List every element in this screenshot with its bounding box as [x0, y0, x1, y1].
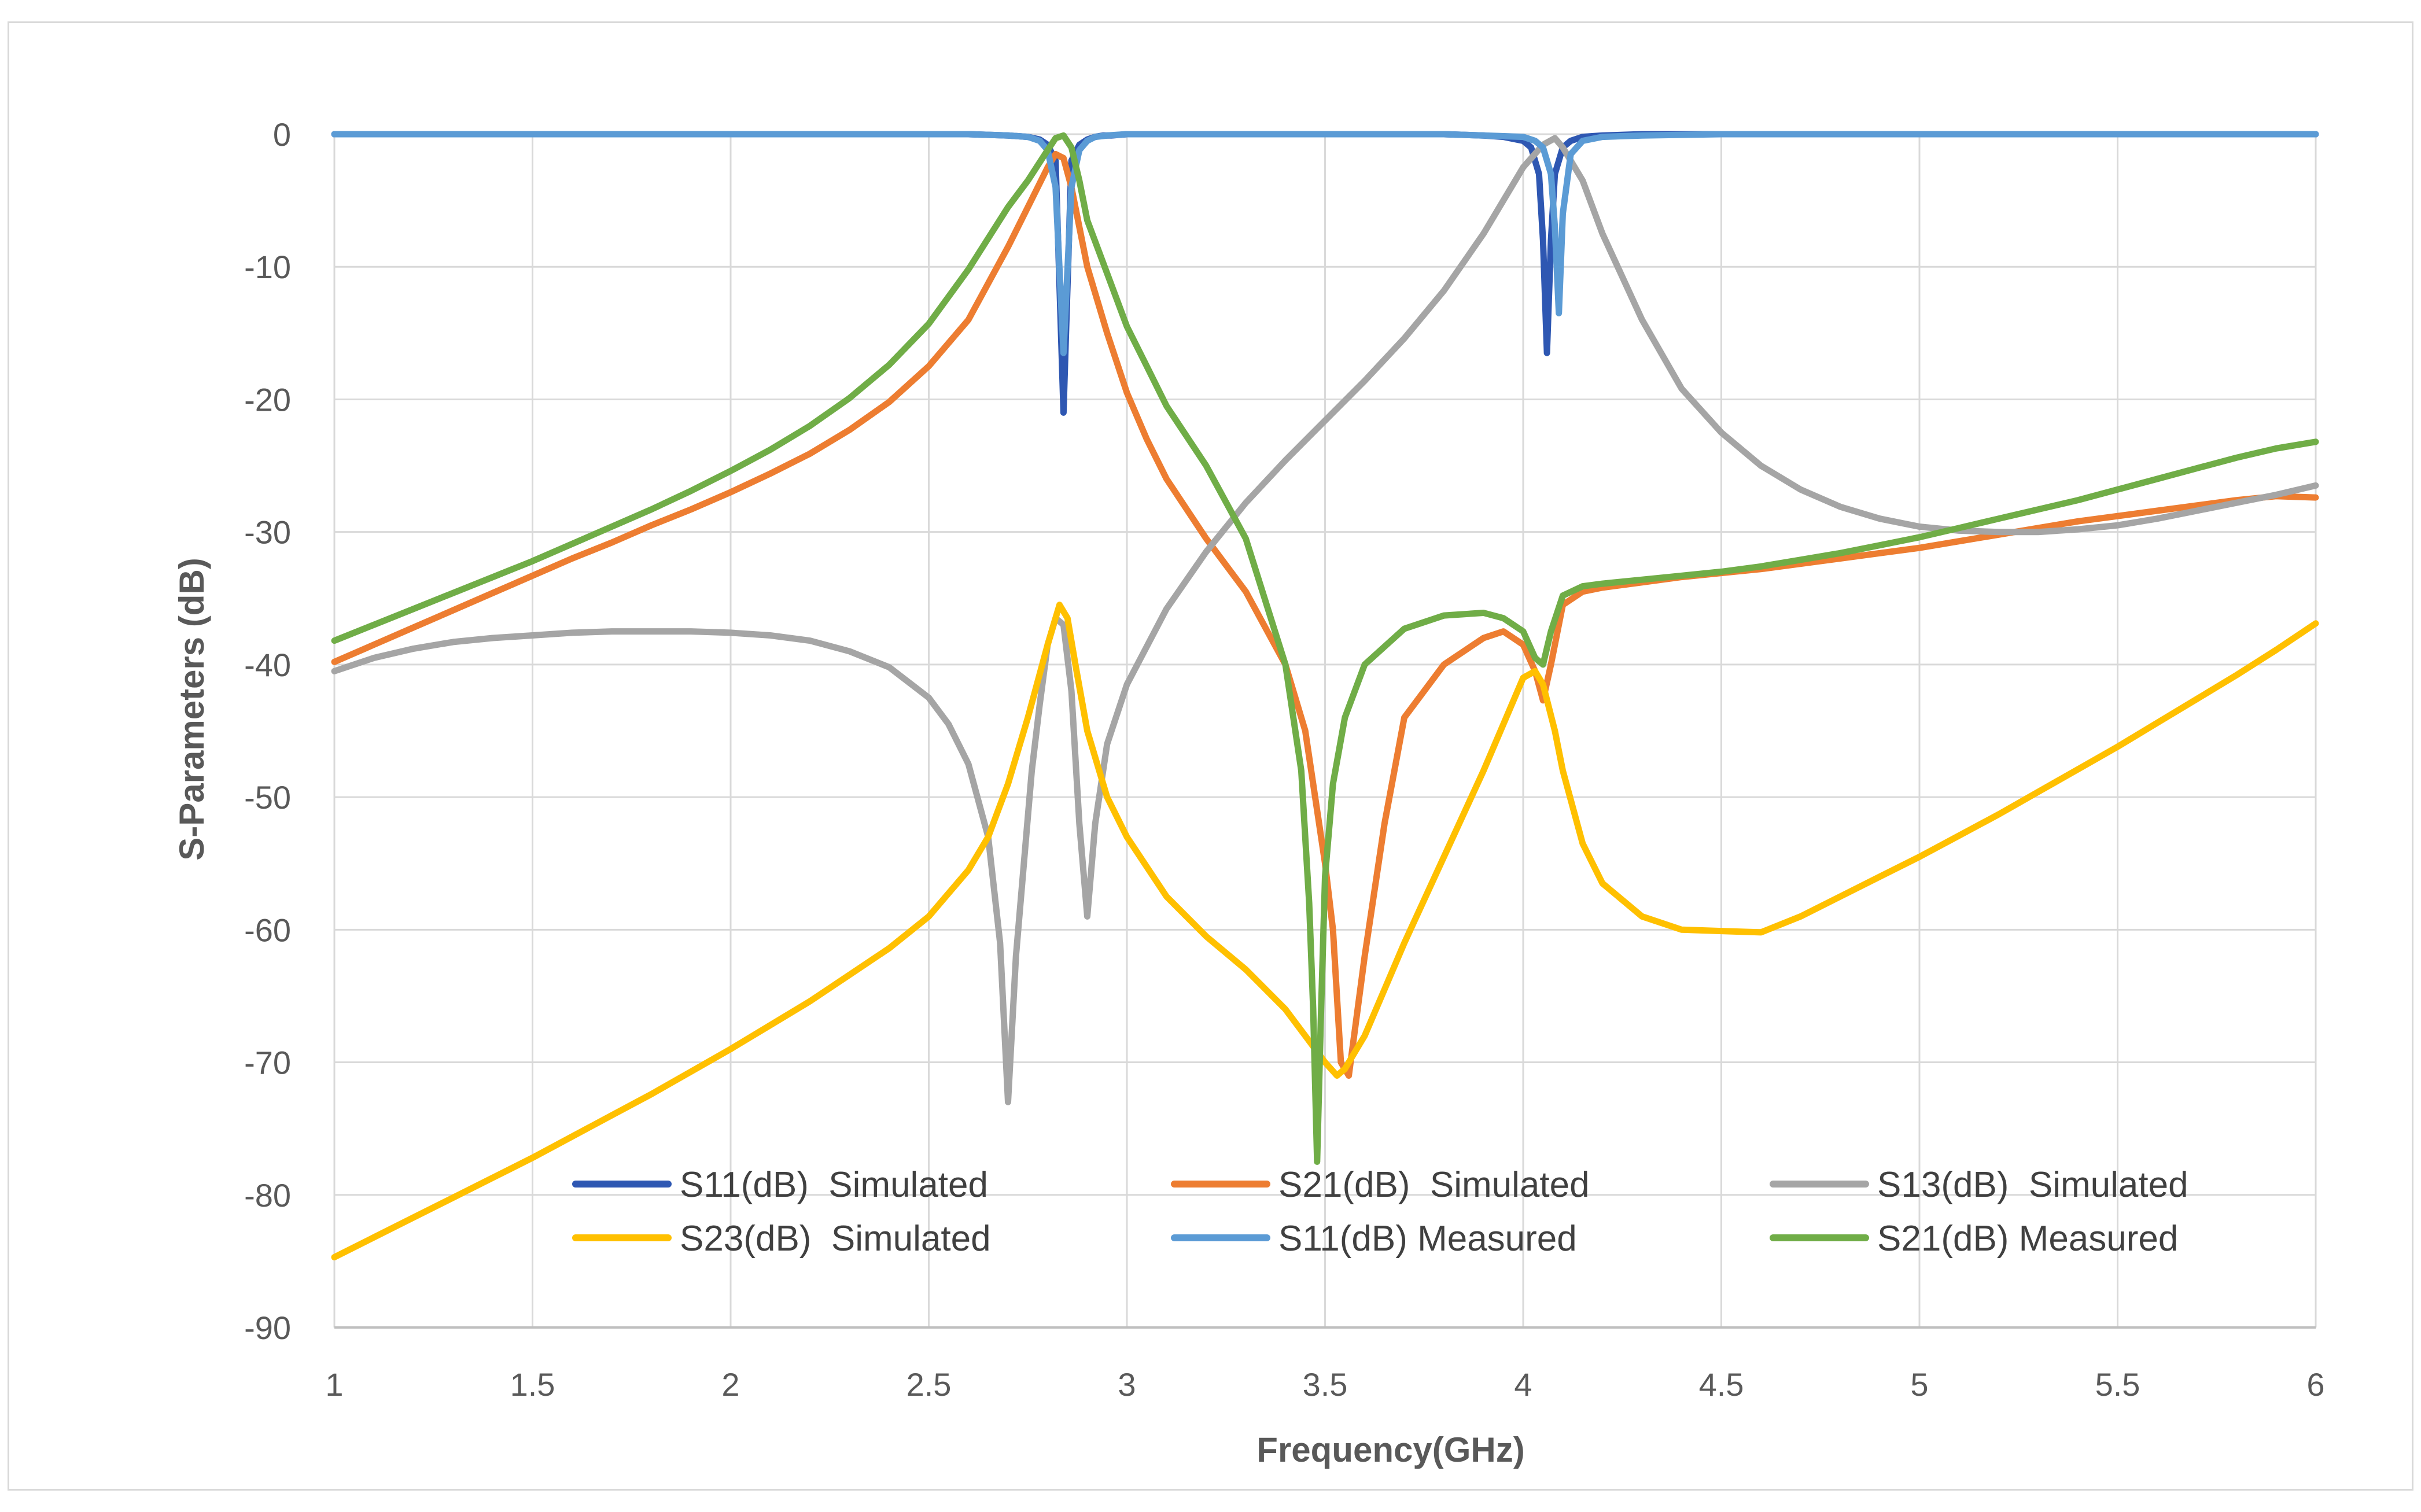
x-tick-label: 4: [1514, 1366, 1532, 1403]
x-tick-label: 1.5: [510, 1366, 555, 1403]
y-tick-label: -40: [244, 647, 291, 683]
y-tick-label: -20: [244, 381, 291, 418]
y-tick-label: -70: [244, 1045, 291, 1081]
tick-labels: 1 1.5 2 2.5 3 3.5 4 4.5 5 5.5 6 0 -10 -20 -30 -40 -50 -60…: [244, 116, 2325, 1403]
y-axis-title: S-Parameters (dB): [172, 558, 211, 861]
series-line-s13-simulated: [331, 135, 2319, 1105]
legend-label-s21-measured: S21(dB) Measured: [1877, 1219, 2178, 1259]
grid: [333, 133, 2317, 1329]
y-tick-label: -30: [244, 514, 291, 551]
legend-label-s11-simulated: S11(dB) Simulated: [680, 1165, 988, 1205]
x-tick-label: 1: [325, 1366, 343, 1403]
plot-area: [331, 131, 2319, 1260]
y-tick-label: -60: [244, 912, 291, 948]
y-tick-label: 0: [273, 116, 291, 153]
y-tick-label: -10: [244, 249, 291, 285]
series-line-s23-simulated: [331, 602, 2319, 1260]
legend-label-s13-simulated: S13(dB) Simulated: [1877, 1165, 2188, 1205]
y-tick-label: -50: [244, 779, 291, 816]
y-tick-label: -90: [244, 1310, 291, 1346]
series-line-s21-simulated: [331, 150, 2319, 1079]
legend: S11(dB) Simulated S21(dB) Simulated S13(dB…: [572, 1165, 2188, 1259]
legend-label-s21-simulated: S21(dB) Simulated: [1278, 1165, 1590, 1205]
x-tick-label: 3.5: [1303, 1366, 1348, 1403]
x-tick-label: 3: [1118, 1366, 1136, 1403]
x-tick-label: 2.5: [907, 1366, 952, 1403]
x-axis-title: Frequency(GHz): [1256, 1430, 1524, 1469]
legend-label-s23-simulated: S23(dB) Simulated: [680, 1219, 991, 1259]
x-tick-label: 5: [1910, 1366, 1928, 1403]
series-line-s21-measured: [331, 132, 2319, 1165]
y-tick-label: -80: [244, 1177, 291, 1214]
series-line-s11-measured: [331, 131, 2319, 356]
x-tick-label: 2: [721, 1366, 739, 1403]
x-tick-label: 6: [2306, 1366, 2324, 1403]
x-tick-label: 4.5: [1699, 1366, 1744, 1403]
x-tick-label: 5.5: [2095, 1366, 2140, 1403]
legend-label-s11-measured: S11(dB) Measured: [1278, 1219, 1577, 1259]
